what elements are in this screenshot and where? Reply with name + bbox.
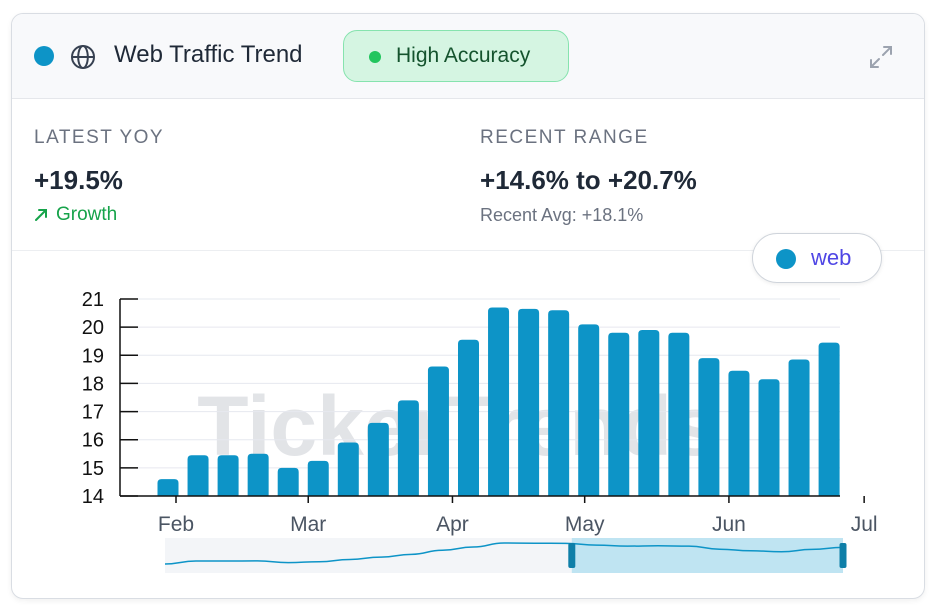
- x-tick-label: Jul: [851, 513, 878, 536]
- card-title: Web Traffic Trend: [114, 41, 303, 68]
- bar[interactable]: [247, 453, 269, 496]
- bar[interactable]: [668, 332, 690, 496]
- accuracy-badge-label: High Accuracy: [396, 44, 531, 67]
- bar[interactable]: [518, 308, 540, 496]
- bar[interactable]: [698, 358, 720, 496]
- divider: [12, 250, 924, 251]
- web-traffic-card: Web Traffic Trend High Accuracy LATEST Y…: [11, 13, 925, 599]
- legend-dot-icon: [776, 249, 796, 269]
- bar[interactable]: [608, 332, 630, 496]
- globe-icon: [71, 45, 95, 69]
- bar[interactable]: [427, 366, 449, 496]
- legend-web[interactable]: web: [752, 233, 882, 283]
- bar[interactable]: [307, 460, 329, 496]
- navigator[interactable]: [164, 538, 847, 573]
- x-tick-label: Feb: [158, 513, 194, 536]
- y-tick-label: 21: [82, 289, 104, 311]
- status-dot-icon: [34, 46, 54, 66]
- navigator-handle-left[interactable]: [568, 543, 576, 568]
- bar[interactable]: [818, 342, 840, 496]
- card-header: Web Traffic Trend High Accuracy: [12, 14, 924, 99]
- y-tick-label: 15: [82, 458, 104, 480]
- bars: [157, 307, 840, 496]
- navigator-selection[interactable]: [571, 538, 843, 573]
- bar[interactable]: [157, 479, 179, 496]
- bar[interactable]: [638, 329, 660, 496]
- accuracy-badge: High Accuracy: [343, 30, 569, 82]
- x-tick-label: Apr: [436, 513, 469, 536]
- bar[interactable]: [217, 455, 239, 496]
- latest-yoy-value: +19.5%: [34, 165, 123, 195]
- accuracy-dot-icon: [369, 51, 381, 63]
- bar[interactable]: [758, 379, 780, 496]
- y-tick-label: 16: [82, 430, 104, 452]
- x-tick-label: Jun: [712, 513, 746, 536]
- y-tick-label: 19: [82, 345, 104, 367]
- bar[interactable]: [458, 339, 479, 496]
- bar[interactable]: [728, 370, 750, 496]
- y-tick-label: 14: [82, 486, 104, 508]
- y-tick-label: 17: [82, 402, 104, 424]
- expand-icon[interactable]: [868, 44, 894, 70]
- x-tick-label: Mar: [290, 513, 326, 536]
- growth-indicator: Growth: [34, 204, 117, 226]
- bar[interactable]: [397, 400, 419, 496]
- y-tick-label: 20: [82, 317, 104, 339]
- bar[interactable]: [337, 442, 359, 496]
- bar[interactable]: [277, 467, 299, 496]
- latest-yoy-label: LATEST YOY: [34, 127, 165, 148]
- bar[interactable]: [578, 324, 600, 496]
- arrow-up-right-icon: [35, 208, 47, 221]
- bar[interactable]: [488, 307, 510, 496]
- navigator-series-line: [164, 542, 844, 565]
- recent-range-value: +14.6% to +20.7%: [480, 165, 697, 195]
- x-tick-label: May: [565, 513, 605, 536]
- legend-label: web: [811, 245, 852, 270]
- bar[interactable]: [548, 310, 570, 496]
- bar[interactable]: [788, 359, 810, 496]
- bar[interactable]: [187, 455, 209, 496]
- y-tick-label: 18: [82, 373, 104, 395]
- bar[interactable]: [367, 422, 389, 496]
- growth-label: Growth: [56, 204, 118, 225]
- recent-avg: Recent Avg: +18.1%: [480, 205, 644, 225]
- recent-range-label: RECENT RANGE: [480, 127, 649, 148]
- navigator-handle-right[interactable]: [839, 543, 847, 568]
- grid: [120, 298, 840, 469]
- axes: 14 15 16 17 18 19 20 21 Feb Mar Apr May Jun Jul: [82, 289, 878, 536]
